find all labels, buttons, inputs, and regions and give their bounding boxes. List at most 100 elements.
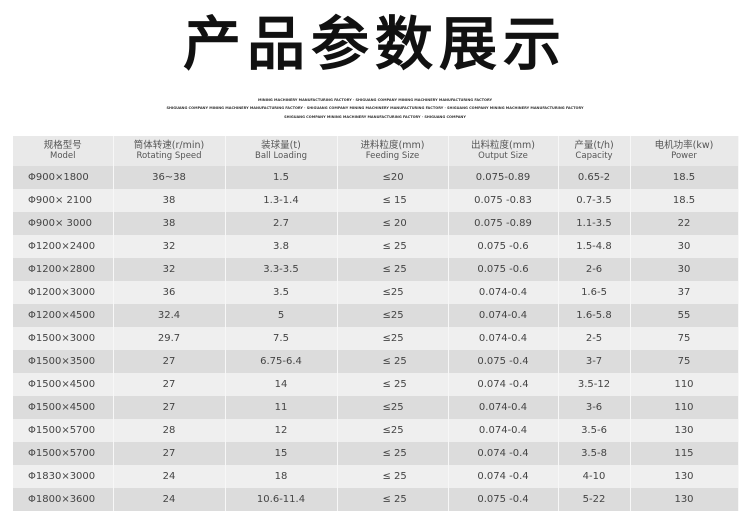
cell-capacity: 5-22 xyxy=(558,488,631,511)
cell-model: Φ1500×4500 xyxy=(13,373,114,396)
tagline-line: SHIGUANG COMPANY MINING MACHINERY MANUFA… xyxy=(284,115,466,119)
cell-feeding-size: ≤25 xyxy=(337,281,449,304)
table-row: Φ1500×3000 29.7 7.5 ≤25 0.074-0.4 2-5 75 xyxy=(13,327,739,350)
header-ball-loading: 装球量(t) Ball Loading xyxy=(225,136,338,166)
cell-rotating-speed: 27 xyxy=(113,442,226,465)
cell-model: Φ900× 2100 xyxy=(13,189,114,212)
cell-capacity: 0.7-3.5 xyxy=(558,189,631,212)
header-en: Output Size xyxy=(478,151,528,161)
cell-feeding-size: ≤ 25 xyxy=(337,258,449,281)
tagline-line: SHIGUANG COMPANY MINING MACHINERY MANUFA… xyxy=(166,106,584,110)
cell-feeding-size: ≤25 xyxy=(337,327,449,350)
cell-model: Φ1830×3000 xyxy=(13,465,114,488)
cell-rotating-speed: 32 xyxy=(113,258,226,281)
header-cn: 产量(t/h) xyxy=(574,140,614,151)
cell-feeding-size: ≤25 xyxy=(337,304,449,327)
header-en: Capacity xyxy=(575,151,613,161)
cell-power: 30 xyxy=(630,235,739,258)
header-en: Model xyxy=(49,151,76,161)
header-cn: 电机功率(kw) xyxy=(654,140,714,151)
cell-model: Φ1200×3000 xyxy=(13,281,114,304)
cell-ball-loading: 10.6-11.4 xyxy=(225,488,338,511)
cell-ball-loading: 5 xyxy=(225,304,338,327)
cell-capacity: 3-6 xyxy=(558,396,631,419)
cell-rotating-speed: 32 xyxy=(113,235,226,258)
header-capacity: 产量(t/h) Capacity xyxy=(558,136,631,166)
cell-power: 30 xyxy=(630,258,739,281)
header-en: Feeding Size xyxy=(365,151,420,161)
cell-model: Φ1500×4500 xyxy=(13,396,114,419)
header-model: 规格型号 Model xyxy=(13,136,114,166)
table-row: Φ1200×3000 36 3.5 ≤25 0.074-0.4 1.6-5 37 xyxy=(13,281,739,304)
cell-capacity: 1.1-3.5 xyxy=(558,212,631,235)
cell-ball-loading: 11 xyxy=(225,396,338,419)
cell-model: Φ1200×2400 xyxy=(13,235,114,258)
cell-rotating-speed: 27 xyxy=(113,373,226,396)
table-row: Φ1500×4500 27 11 ≤25 0.074-0.4 3-6 110 xyxy=(13,396,739,419)
cell-output-size: 0.074-0.4 xyxy=(448,281,559,304)
cell-output-size: 0.075 -0.6 xyxy=(448,235,559,258)
cell-capacity: 2-5 xyxy=(558,327,631,350)
cell-ball-loading: 15 xyxy=(225,442,338,465)
cell-rotating-speed: 32.4 xyxy=(113,304,226,327)
cell-capacity: 3.5-6 xyxy=(558,419,631,442)
table-row: Φ1200×2800 32 3.3-3.5 ≤ 25 0.075 -0.6 2-6 30 xyxy=(13,258,739,281)
cell-capacity: 1.5-4.8 xyxy=(558,235,631,258)
cell-power: 110 xyxy=(630,373,739,396)
header-cn: 筒体转速(r/min) xyxy=(133,140,205,151)
header-cn: 进料粒度(mm) xyxy=(360,140,425,151)
cell-feeding-size: ≤ 25 xyxy=(337,465,449,488)
table-row: Φ1800×3600 24 10.6-11.4 ≤ 25 0.075 -0.4 5-22 1… xyxy=(13,488,739,511)
table-row: Φ1500×5700 28 12 ≤25 0.074-0.4 3.5-6 130 xyxy=(13,419,739,442)
cell-rotating-speed: 24 xyxy=(113,488,226,511)
cell-output-size: 0.074-0.4 xyxy=(448,327,559,350)
cell-capacity: 3.5-12 xyxy=(558,373,631,396)
table-row: Φ900× 3000 38 2.7 ≤ 20 0.075 -0.89 1.1-3.5 22 xyxy=(13,212,739,235)
cell-power: 37 xyxy=(630,281,739,304)
cell-power: 18.5 xyxy=(630,166,739,189)
cell-power: 75 xyxy=(630,350,739,373)
cell-capacity: 2-6 xyxy=(558,258,631,281)
cell-feeding-size: ≤ 25 xyxy=(337,373,449,396)
table-row: Φ900× 2100 38 1.3-1.4 ≤ 15 0.075 -0.83 0.7-3.… xyxy=(13,189,739,212)
cell-model: Φ900×1800 xyxy=(13,166,114,189)
header-power: 电机功率(kw) Power xyxy=(630,136,739,166)
cell-feeding-size: ≤20 xyxy=(337,166,449,189)
cell-output-size: 0.075 -0.4 xyxy=(448,350,559,373)
header-feeding-size: 进料粒度(mm) Feeding Size xyxy=(337,136,449,166)
cell-rotating-speed: 38 xyxy=(113,189,226,212)
cell-model: Φ900× 3000 xyxy=(13,212,114,235)
cell-capacity: 0.65-2 xyxy=(558,166,631,189)
cell-power: 130 xyxy=(630,419,739,442)
cell-ball-loading: 3.3-3.5 xyxy=(225,258,338,281)
cell-power: 18.5 xyxy=(630,189,739,212)
header-en: Power xyxy=(671,151,697,161)
header-cn: 规格型号 xyxy=(43,140,82,151)
cell-output-size: 0.074 -0.4 xyxy=(448,373,559,396)
cell-feeding-size: ≤ 25 xyxy=(337,442,449,465)
cell-feeding-size: ≤ 25 xyxy=(337,488,449,511)
cell-capacity: 1.6-5 xyxy=(558,281,631,304)
cell-ball-loading: 1.3-1.4 xyxy=(225,189,338,212)
cell-ball-loading: 3.5 xyxy=(225,281,338,304)
cell-power: 55 xyxy=(630,304,739,327)
cell-output-size: 0.074 -0.4 xyxy=(448,442,559,465)
cell-output-size: 0.074-0.4 xyxy=(448,419,559,442)
cell-power: 22 xyxy=(630,212,739,235)
page-title: 产品参数展示 xyxy=(182,10,567,78)
cell-rotating-speed: 27 xyxy=(113,350,226,373)
cell-model: Φ1500×3500 xyxy=(13,350,114,373)
cell-ball-loading: 2.7 xyxy=(225,212,338,235)
cell-rotating-speed: 28 xyxy=(113,419,226,442)
spec-table: 规格型号 Model 筒体转速(r/min) Rotating Speed 装球量(t)… xyxy=(13,136,739,511)
cell-capacity: 4-10 xyxy=(558,465,631,488)
table-row: Φ900×1800 36~38 1.5 ≤20 0.075-0.89 0.65-2 18.5 xyxy=(13,166,739,189)
cell-rotating-speed: 36~38 xyxy=(113,166,226,189)
cell-power: 115 xyxy=(630,442,739,465)
cell-model: Φ1500×5700 xyxy=(13,442,114,465)
cell-rotating-speed: 29.7 xyxy=(113,327,226,350)
tagline-line: MINING MACHINERY MANUFACTURING FACTORY ·… xyxy=(257,98,493,102)
header-rotating-speed: 筒体转速(r/min) Rotating Speed xyxy=(113,136,226,166)
cell-ball-loading: 14 xyxy=(225,373,338,396)
cell-ball-loading: 7.5 xyxy=(225,327,338,350)
